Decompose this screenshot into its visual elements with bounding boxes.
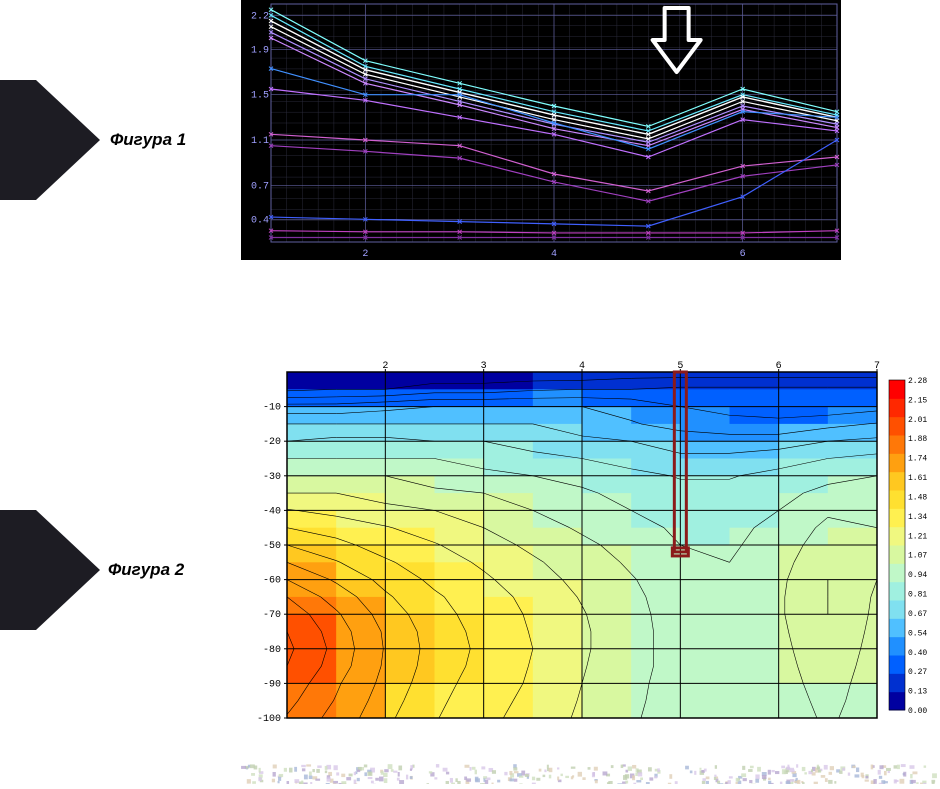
svg-text:0.67: 0.67 [908,610,927,619]
svg-text:1.88: 1.88 [908,435,927,444]
fig1-label: Фигура 1 [110,130,186,150]
svg-text:1.34: 1.34 [908,513,927,522]
svg-text:2.28: 2.28 [908,377,927,386]
svg-text:1.21: 1.21 [908,532,927,541]
svg-text:0.27: 0.27 [908,668,927,677]
svg-text:1.9: 1.9 [251,45,269,56]
svg-text:2.15: 2.15 [908,396,927,405]
svg-text:-20: -20 [263,437,281,448]
svg-text:-60: -60 [263,576,281,587]
fig2-label: Фигура 2 [108,560,184,580]
svg-text:0.54: 0.54 [908,629,927,638]
fig2-label-container: Фигура 2 [0,510,220,630]
arrow-shape-2 [0,510,100,630]
svg-text:1.5: 1.5 [251,91,269,102]
svg-text:2: 2 [362,249,368,260]
contour-heatmap-figure2: 234567-10-20-30-40-50-60-70-80-90-1000.0… [241,354,937,724]
svg-text:0.4: 0.4 [251,215,269,226]
line-chart-figure1: 0.4 0.7 1.1 1.5 1.9 2.2 2 4 6 [241,0,841,260]
svg-text:4: 4 [551,249,557,260]
svg-text:0.13: 0.13 [908,688,927,697]
svg-text:0.94: 0.94 [908,571,927,580]
fig1-label-container: Фигура 1 [0,80,220,200]
svg-text:-30: -30 [263,472,281,483]
svg-text:2.01: 2.01 [908,416,927,425]
svg-text:-50: -50 [263,541,281,552]
noise-strip [241,764,937,784]
svg-text:1.1: 1.1 [251,136,269,147]
svg-text:-90: -90 [263,679,281,690]
svg-text:0.7: 0.7 [251,181,269,192]
svg-text:1.07: 1.07 [908,552,927,561]
svg-text:-80: -80 [263,645,281,656]
svg-text:0.40: 0.40 [908,649,927,658]
svg-text:2.2: 2.2 [251,11,269,22]
svg-text:-70: -70 [263,610,281,621]
svg-text:1.74: 1.74 [908,455,927,464]
arrow-shape-1 [0,80,100,200]
svg-text:-40: -40 [263,506,281,517]
svg-text:-100: -100 [257,714,281,724]
svg-text:0.81: 0.81 [908,591,927,600]
svg-text:-10: -10 [263,403,281,414]
svg-text:1.61: 1.61 [908,474,927,483]
svg-text:1.48: 1.48 [908,493,927,502]
svg-text:0.00: 0.00 [908,707,927,716]
svg-text:6: 6 [740,249,746,260]
